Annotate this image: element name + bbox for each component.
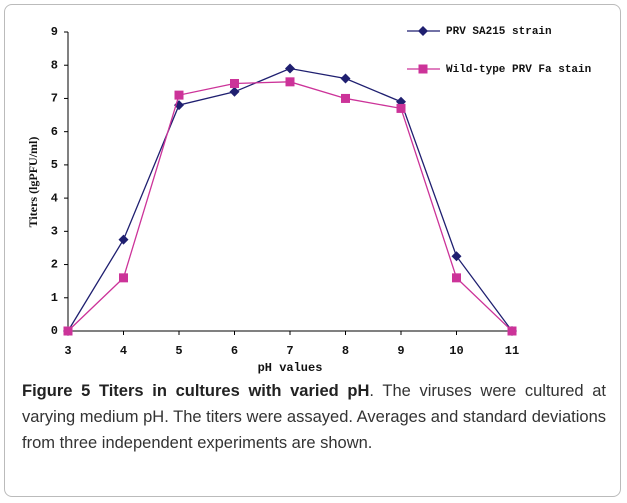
x-axis-label: pH values bbox=[258, 361, 323, 375]
marker bbox=[174, 90, 184, 100]
y-tick-label: 1 bbox=[51, 291, 58, 305]
marker bbox=[119, 273, 128, 283]
marker bbox=[507, 326, 517, 336]
y-tick-label: 4 bbox=[51, 191, 58, 205]
marker bbox=[285, 77, 295, 87]
x-tick-label: 6 bbox=[231, 344, 238, 358]
x-tick-label: 9 bbox=[397, 344, 404, 358]
x-tick-label: 5 bbox=[175, 344, 182, 358]
y-axis-label: Titers (lgPFU/ml) bbox=[26, 137, 40, 228]
caption-title: Figure 5 Titers in cultures with varied … bbox=[22, 382, 370, 400]
legend-marker bbox=[418, 64, 428, 74]
y-tick-label: 0 bbox=[51, 324, 58, 338]
figure-frame bbox=[4, 4, 621, 497]
x-tick-label: 3 bbox=[64, 344, 71, 358]
marker bbox=[285, 63, 295, 74]
marker bbox=[452, 273, 461, 283]
caption-text: . The viruses were cultured at varying m… bbox=[22, 382, 606, 452]
y-tick-label: 6 bbox=[51, 125, 58, 139]
x-tick-label: 10 bbox=[449, 344, 463, 358]
legend-label: PRV SA215 strain bbox=[446, 26, 552, 38]
caption: Figure 5 Titers in cultures with varied … bbox=[22, 378, 606, 456]
marker bbox=[118, 234, 129, 245]
y-tick-label: 7 bbox=[51, 92, 58, 106]
legend-label: Wild-type PRV Fa stain bbox=[446, 64, 591, 76]
series-line bbox=[67, 81, 513, 332]
y-tick-label: 5 bbox=[51, 158, 58, 172]
series-line bbox=[67, 67, 513, 332]
marker bbox=[341, 93, 350, 103]
y-tick-label: 3 bbox=[51, 225, 58, 239]
x-tick-label: 11 bbox=[505, 344, 519, 358]
y-tick-label: 9 bbox=[51, 25, 58, 39]
x-tick-label: 4 bbox=[120, 344, 127, 358]
x-tick-label: 8 bbox=[342, 344, 349, 358]
marker bbox=[396, 103, 406, 113]
marker bbox=[63, 326, 73, 336]
y-tick-label: 2 bbox=[51, 258, 58, 272]
y-tick-label: 8 bbox=[51, 58, 58, 72]
legend-marker bbox=[418, 26, 428, 36]
chart: Titers (lgPFU/ml) pH values 0 1 2 3 4 5 6 7 8 9 3 4… bbox=[26, 25, 591, 375]
marker bbox=[230, 78, 239, 88]
marker bbox=[229, 86, 240, 97]
x-tick-label: 7 bbox=[286, 344, 293, 358]
marker bbox=[340, 73, 351, 84]
marker bbox=[451, 251, 462, 262]
